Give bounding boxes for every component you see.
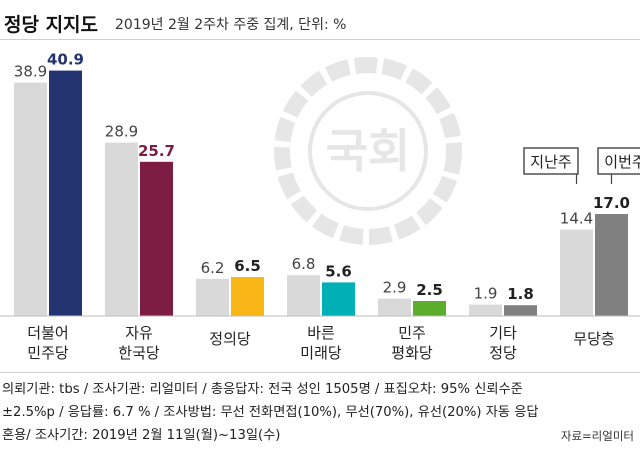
category-label: 정의당 [209,330,251,348]
bar-previous-week [560,229,593,316]
value-label-previous: 28.9 [105,123,138,141]
watermark-outer-ring [274,57,462,245]
bar-current-week [595,214,628,316]
source-credit: 자료=리얼미터 [560,429,634,443]
value-label-current: 2.5 [416,281,443,299]
bar-current-week [231,277,264,316]
bar-current-week [140,161,173,316]
bar-previous-week [287,275,320,316]
value-label-previous: 14.4 [560,210,593,228]
bar-previous-week [196,278,229,316]
value-label-current: 5.6 [325,262,352,280]
value-label-current: 40.9 [47,51,84,69]
legend-previous-week: 지난주 [523,147,579,184]
bar-previous-week [378,298,411,316]
survey-note-line: 의뢰기관: tbs / 조사기관: 리얼미터 / 총응답자: 전국 성인 150… [2,382,523,397]
value-label-current: 17.0 [593,194,630,212]
category-label-line: 더불어 [27,324,68,342]
category-label-line: 기타 [489,324,517,342]
watermark-text: 국회 [326,124,411,178]
bar-previous-week [14,82,47,316]
category-label-line: 무당층 [573,330,614,348]
bar-previous-week [469,304,502,316]
category-label-line: 민주 [398,324,426,342]
category-label-line: 정의당 [209,330,251,348]
bars-group [0,70,640,317]
legend: 지난주 이번주 [523,147,640,184]
legend-current-week: 이번주 [597,147,640,184]
category-label-line: 미래당 [300,344,342,362]
bar-current-week [413,301,446,316]
watermark-inner-ring [308,91,428,211]
bar-current-week [322,282,355,316]
category-label-line: 자유 [125,324,153,342]
category-label-line: 바른 [307,324,335,342]
value-label-current: 25.7 [138,142,175,160]
survey-note-line: 혼용/ 조사기간: 2019년 2월 11일(월)~13일(수) [2,428,281,443]
value-label-current: 6.5 [234,257,261,275]
bar-current-week [504,305,537,316]
legend-box [597,147,640,175]
value-label-previous: 6.8 [292,255,316,273]
category-label-line: 평화당 [391,344,433,362]
category-label-line: 한국당 [118,344,160,362]
survey-notes: 의뢰기관: tbs / 조사기관: 리얼미터 / 총응답자: 전국 성인 150… [2,378,638,447]
value-label-previous: 2.9 [383,279,407,297]
legend-box [523,147,579,175]
chart-title: 정당 지지도 [4,14,99,36]
legend-label: 이번주 [604,153,640,171]
value-label-previous: 6.2 [201,259,225,277]
category-label-line: 정당 [489,344,517,362]
bar-previous-week [105,142,138,316]
bottom-divider [0,372,640,373]
legend-label: 지난주 [530,153,571,171]
category-label-line: 민주당 [27,344,69,362]
category-label: 무당층 [573,330,614,348]
survey-note-line: ±2.5%p / 응답률: 6.7 % / 조사방법: 무선 전화면접(10%)… [2,405,539,420]
value-label-previous: 38.9 [14,63,47,81]
top-divider [0,39,640,40]
bar-current-week [49,70,82,316]
value-label-previous: 1.9 [474,285,498,303]
chart-header: 정당 지지도 2019년 2월 2주차 주중 집계, 단위: % [0,0,640,40]
chart-subtitle: 2019년 2월 2주차 주중 집계, 단위: % [115,17,347,33]
watermark-seal: 국회 [274,57,462,245]
value-label-current: 1.8 [507,285,534,303]
